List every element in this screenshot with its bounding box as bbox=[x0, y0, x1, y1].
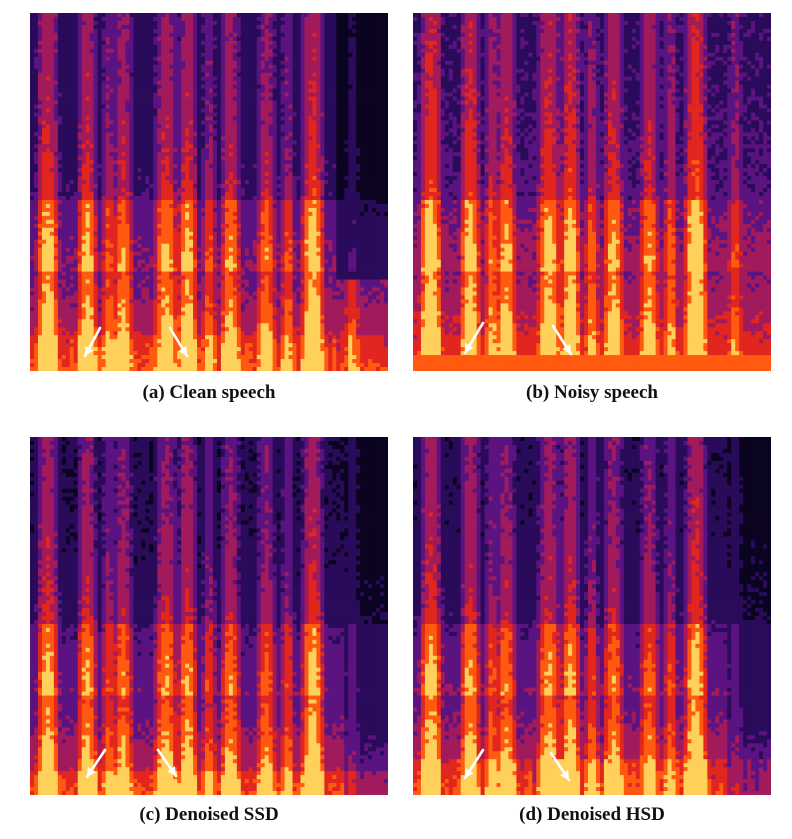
caption-hsd: (d) Denoised HSD bbox=[413, 804, 771, 826]
spectrogram-cells bbox=[30, 13, 388, 371]
arrow-icon bbox=[463, 748, 485, 780]
spectrogram-clean-image bbox=[30, 13, 388, 371]
spectrogram-hsd bbox=[413, 437, 771, 795]
arrow-icon bbox=[551, 324, 573, 356]
arrow-icon bbox=[168, 326, 189, 358]
arrow-icon bbox=[463, 321, 485, 355]
caption-clean: (a) Clean speech bbox=[30, 382, 388, 404]
spectrogram-clean bbox=[30, 13, 388, 371]
spectrogram-cells bbox=[413, 13, 771, 371]
arrow-icon bbox=[83, 326, 102, 358]
spectrogram-noisy bbox=[413, 13, 771, 371]
spectrogram-noisy-image bbox=[413, 13, 771, 371]
caption-ssd: (c) Denoised SSD bbox=[30, 804, 388, 826]
arrow-icon bbox=[156, 748, 178, 778]
spectrogram-cells bbox=[413, 437, 771, 795]
caption-noisy: (b) Noisy speech bbox=[413, 382, 771, 404]
spectrogram-hsd-image bbox=[413, 437, 771, 795]
spectrogram-ssd-image bbox=[30, 437, 388, 795]
spectrogram-cells bbox=[30, 437, 388, 795]
spectrogram-ssd bbox=[30, 437, 388, 795]
arrow-icon bbox=[85, 748, 107, 779]
arrow-icon bbox=[549, 751, 571, 782]
